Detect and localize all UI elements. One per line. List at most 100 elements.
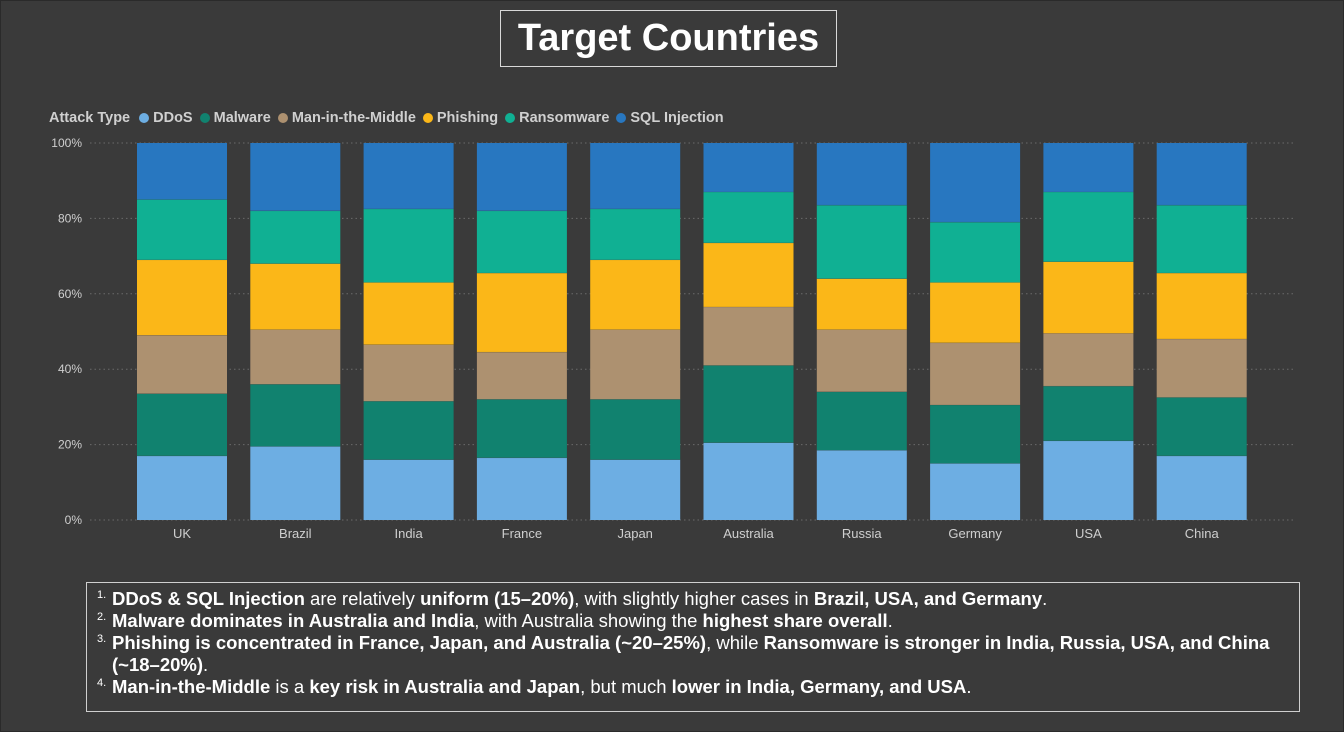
bar-segment[interactable]: [930, 463, 1021, 520]
bar-segment[interactable]: [137, 199, 227, 260]
x-tick-label: UK: [173, 526, 191, 541]
note-number: 3.: [97, 633, 107, 645]
note-item: 4. Man-in-the-Middle is a key risk in Aus…: [97, 676, 1285, 698]
bar-segment[interactable]: [137, 259, 227, 336]
bar-segment[interactable]: [703, 365, 794, 443]
bar-segment[interactable]: [930, 222, 1021, 283]
bar-segment[interactable]: [137, 335, 227, 394]
bar-segment[interactable]: [1043, 386, 1134, 441]
legend-marker: [505, 113, 516, 123]
bar-segment[interactable]: [250, 329, 341, 385]
bar-segment[interactable]: [476, 399, 567, 458]
legend-item[interactable]: SQL Injection: [616, 110, 724, 126]
chart-title-text: Target Countries: [517, 17, 820, 59]
bar-segment[interactable]: [1043, 192, 1134, 262]
bar-segment[interactable]: [1043, 440, 1134, 520]
bar-segment[interactable]: [930, 405, 1021, 464]
legend-label: Ransomware: [519, 110, 610, 126]
bar-segment[interactable]: [476, 143, 567, 211]
y-tick-label: 40%: [58, 362, 82, 376]
x-tick-label: Germany: [948, 526, 1002, 541]
bar-segment[interactable]: [930, 282, 1021, 343]
bar-segment[interactable]: [590, 143, 681, 209]
bar-segment[interactable]: [1043, 143, 1134, 193]
bar-segment[interactable]: [703, 442, 794, 520]
bar-segment[interactable]: [476, 457, 567, 520]
bar-segment[interactable]: [476, 273, 567, 353]
bar-segment[interactable]: [816, 450, 907, 520]
note-text: Man-in-the-Middle is a key risk in Austr…: [112, 676, 971, 698]
legend-item[interactable]: DDoS: [139, 110, 193, 126]
y-tick-label: 80%: [58, 211, 82, 225]
bar-segment[interactable]: [363, 459, 454, 520]
bar-segment[interactable]: [703, 242, 794, 307]
bar-segment[interactable]: [590, 329, 681, 400]
note-number: 1.: [97, 589, 107, 601]
bar-segment[interactable]: [476, 210, 567, 274]
bar-segment[interactable]: [703, 143, 794, 193]
legend-marker: [139, 113, 150, 123]
bar-segment[interactable]: [363, 344, 454, 402]
bar-segment[interactable]: [1156, 205, 1247, 274]
legend-marker: [616, 113, 627, 123]
bar-segment[interactable]: [590, 208, 681, 260]
legend-item[interactable]: Ransomware: [505, 110, 609, 126]
bar-segment[interactable]: [1156, 339, 1247, 398]
x-tick-label: India: [394, 526, 423, 541]
bar-segment[interactable]: [250, 210, 341, 264]
bar-segment[interactable]: [816, 329, 907, 392]
bar-segment[interactable]: [816, 205, 907, 279]
note-fragment: , while: [706, 632, 764, 653]
bar-segment[interactable]: [363, 282, 454, 345]
bar-segment[interactable]: [137, 455, 227, 520]
bar-segment[interactable]: [137, 393, 227, 456]
bar-segment[interactable]: [250, 446, 341, 520]
note-emphasis: Man-in-the-Middle: [112, 676, 271, 697]
bar-segment[interactable]: [363, 208, 454, 283]
bar-segment[interactable]: [590, 259, 681, 330]
note-fragment: are relatively: [304, 588, 421, 609]
legend-label: Phishing: [436, 110, 499, 126]
note-emphasis: Brazil, USA, and Germany: [813, 588, 1043, 609]
bar-segment[interactable]: [250, 263, 341, 330]
bar-segment[interactable]: [703, 306, 794, 366]
bar-segment[interactable]: [590, 459, 681, 520]
bar-segment[interactable]: [930, 143, 1021, 223]
bar-segment[interactable]: [363, 143, 454, 209]
bar-segment[interactable]: [816, 278, 907, 330]
legend-marker: [422, 113, 433, 123]
y-tick-label: 20%: [58, 438, 82, 452]
legend-item[interactable]: Phishing: [422, 110, 499, 126]
bar-segment[interactable]: [816, 143, 907, 206]
note-emphasis: Ransomware is stronger in India, Russia,…: [112, 632, 1270, 675]
bar-segment[interactable]: [137, 143, 227, 200]
legend-title: Attack Type: [49, 110, 131, 126]
note-text: Phishing is concentrated in France, Japa…: [112, 632, 1285, 676]
note-fragment: .: [1042, 588, 1048, 609]
bar-segment[interactable]: [590, 399, 681, 460]
x-tick-label: USA: [1075, 526, 1102, 541]
note-emphasis: uniform (15–20%): [420, 588, 575, 609]
bar-segment[interactable]: [1156, 143, 1247, 206]
note-number: 2.: [97, 611, 107, 623]
x-tick-label: China: [1185, 526, 1220, 541]
bar-segment[interactable]: [363, 401, 454, 460]
bar-segment[interactable]: [816, 391, 907, 451]
bar-segment[interactable]: [1156, 397, 1247, 456]
bar-segment[interactable]: [250, 384, 341, 447]
x-tick-label: Japan: [617, 526, 652, 541]
bar-segment[interactable]: [476, 352, 567, 400]
legend-marker: [199, 113, 210, 123]
bar-segment[interactable]: [1156, 273, 1247, 340]
bar-segment[interactable]: [1156, 455, 1247, 520]
bar-segment[interactable]: [1043, 261, 1134, 334]
legend-item[interactable]: Malware: [199, 110, 271, 126]
bar-segment[interactable]: [250, 143, 341, 211]
legend-label: Man-in-the-Middle: [291, 110, 416, 126]
bar-segment[interactable]: [930, 342, 1021, 406]
note-emphasis: Phishing is concentrated in France, Japa…: [112, 632, 707, 653]
legend-item[interactable]: Man-in-the-Middle: [277, 110, 416, 126]
note-text: Malware dominates in Australia and India…: [112, 610, 893, 632]
bar-segment[interactable]: [703, 192, 794, 243]
bar-segment[interactable]: [1043, 333, 1134, 387]
